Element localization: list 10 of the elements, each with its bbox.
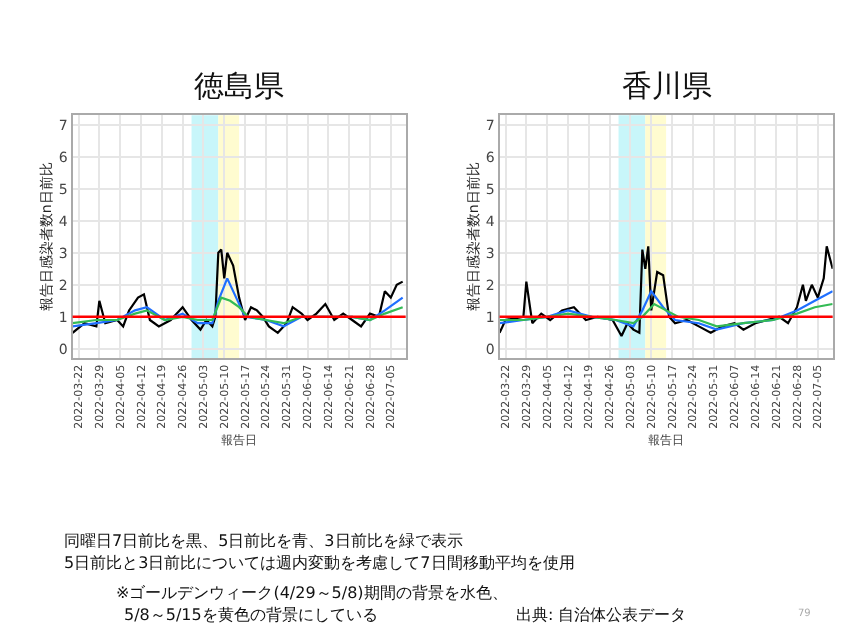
text: ※ゴールデンウィーク(4/29～5/8)期間の背景を水色、 — [116, 584, 508, 602]
source-note: 出典: 自治体公表データ — [516, 606, 687, 624]
line-series — [72, 248, 404, 334]
text: 同曜日7日前比を黒、5日前比を青、3日前比を緑で表示 — [64, 532, 463, 550]
chart-title: 徳島県 — [194, 68, 284, 104]
chart-title: 香川県 — [622, 68, 712, 104]
text: 5日前比と3日前比については週内変動を考慮して7日間移動平均を使用 — [64, 554, 575, 572]
text: 5/8～5/15を黄色の背景にしている — [124, 606, 378, 624]
line-series — [499, 245, 833, 338]
line-series — [499, 302, 833, 328]
